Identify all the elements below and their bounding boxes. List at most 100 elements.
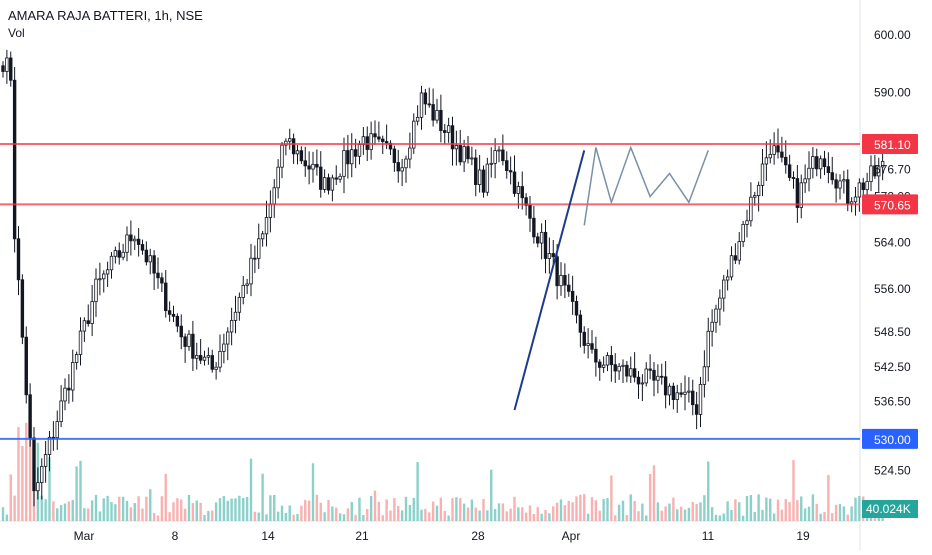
candle (109, 255, 114, 271)
volume-bar (373, 490, 377, 521)
candle (830, 172, 834, 181)
volume-bar (710, 507, 714, 521)
candle (485, 163, 490, 193)
price-tick-label: 590.00 (874, 86, 911, 100)
volume-bar (56, 508, 59, 521)
volume-bar (141, 508, 144, 521)
price-level-label[interactable] (862, 194, 918, 215)
volume-bar (683, 509, 687, 521)
volume-bar (211, 510, 214, 521)
price-level-label[interactable] (862, 428, 918, 449)
volume-bar (443, 510, 446, 521)
candle (543, 231, 548, 259)
volume-bar (699, 502, 702, 521)
volume-bar (416, 461, 419, 521)
volume-bar (152, 513, 156, 521)
price-axis[interactable]: 600.00590.00576.70572.00564.00556.00548.… (874, 28, 911, 478)
price-tick-label: 524.50 (874, 464, 911, 478)
candle (381, 138, 385, 142)
volume-bar (102, 498, 105, 521)
candle (303, 160, 307, 167)
symbol-title[interactable]: AMARA RAJA BATTERI, 1h, NSE (8, 8, 203, 23)
volume-bar (121, 496, 125, 521)
volume-bar (741, 515, 745, 521)
volume-bar (823, 511, 826, 521)
candle (815, 156, 819, 170)
candle (276, 166, 280, 189)
volume-bar (358, 497, 361, 521)
volume-bar (292, 514, 295, 521)
volume-bar (315, 494, 319, 521)
volume-bar (629, 494, 632, 521)
candle (334, 177, 338, 180)
candle (532, 217, 536, 238)
volume-bar (90, 500, 94, 521)
volume-bar (583, 494, 586, 521)
candle (563, 275, 567, 286)
candle (865, 181, 869, 191)
volume-bar (63, 503, 67, 521)
volume-bar (803, 508, 807, 521)
candle (725, 276, 730, 281)
volume-bar (9, 474, 12, 521)
volume-bar (482, 499, 485, 521)
volume-bar (831, 513, 834, 521)
volume-bar (284, 512, 288, 521)
volume-bar (501, 503, 505, 521)
price-level-label-text: 530.00 (874, 433, 911, 447)
candle (183, 336, 187, 347)
volume-bar (172, 502, 175, 521)
pattern-drawing[interactable] (583, 145, 709, 226)
candle (869, 165, 873, 182)
candle (74, 354, 79, 363)
volume-bar (796, 500, 799, 521)
volume-bar (466, 507, 470, 521)
candle (586, 343, 590, 346)
candle (795, 178, 800, 208)
trend-line[interactable] (513, 150, 586, 411)
candle (198, 355, 203, 361)
candle (412, 120, 416, 149)
candle (299, 150, 304, 162)
volume-bar (687, 507, 691, 521)
volume-bar (129, 507, 133, 521)
volume-bar (598, 510, 601, 521)
time-axis[interactable]: Mar 8 14 21 28 Apr 11 19 (74, 529, 810, 543)
candle (249, 257, 253, 285)
volume-bar (540, 513, 543, 521)
volume-bar (13, 495, 16, 521)
volume-indicator-label[interactable]: Vol (8, 26, 25, 40)
volume-bar (253, 511, 257, 521)
candle (706, 330, 710, 368)
volume-bar (447, 515, 450, 521)
candle (47, 436, 52, 455)
volume-bar (854, 497, 857, 521)
candle (129, 234, 133, 242)
volume-bar (276, 511, 280, 521)
volume-bar (280, 505, 284, 521)
candle (598, 361, 602, 368)
volume-bar (586, 513, 590, 521)
volume-bar (753, 512, 756, 521)
candle (675, 392, 679, 401)
price-level-label[interactable] (862, 134, 918, 155)
candle (764, 157, 769, 165)
volume-bar (672, 497, 675, 521)
volume-bar (730, 510, 733, 521)
candle (694, 404, 699, 415)
candle (105, 269, 110, 275)
volume-bar (304, 499, 307, 521)
volume-bar (555, 502, 559, 521)
volume-bar (230, 498, 233, 521)
volume-bar (641, 503, 644, 521)
candle (439, 110, 443, 131)
candle (55, 421, 59, 439)
volume-bar (98, 511, 102, 521)
price-tick-label: 548.50 (874, 325, 911, 339)
candle (218, 351, 222, 368)
volume-bar (25, 422, 28, 521)
volume-bar (749, 495, 753, 521)
candle (264, 217, 269, 235)
